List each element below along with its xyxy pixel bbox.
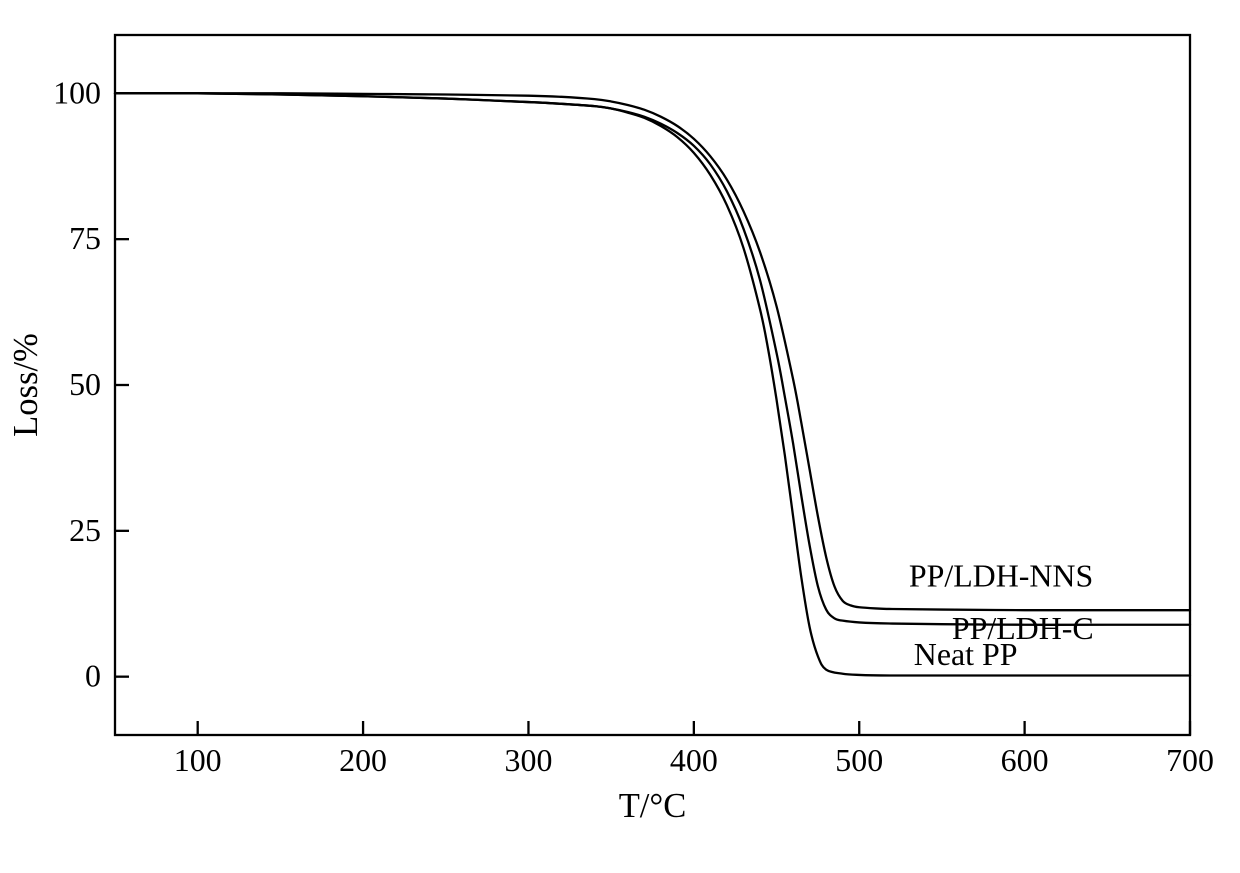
series-pp-ldh-nns [115,93,1190,610]
xtick-label: 300 [505,743,553,778]
ytick-label: 0 [85,659,101,694]
xtick-label: 500 [835,743,883,778]
axes: 100 200 300 400 500 600 700 0 25 50 75 100 [53,35,1214,778]
ytick-label: 75 [69,221,101,256]
xtick-label: 700 [1166,743,1214,778]
series-label-pp-ldh-c: PP/LDH-C [952,611,1094,646]
series-pp-ldh-c [115,93,1190,625]
x-axis-label: T/°C [619,787,687,825]
ytick-label: 50 [69,367,101,402]
ytick-label: 100 [53,75,101,110]
xtick-label: 400 [670,743,718,778]
chart-svg: 100 200 300 400 500 600 700 0 25 50 75 100 T/°C Loss… [0,0,1240,873]
xtick-label: 600 [1001,743,1049,778]
tga-chart: 100 200 300 400 500 600 700 0 25 50 75 100 T/°C Loss… [0,0,1240,873]
series-label-pp-ldh-nns: PP/LDH-NNS [909,558,1093,593]
y-axis-label: Loss/% [7,333,45,437]
xtick-label: 200 [339,743,387,778]
ytick-label: 25 [69,513,101,548]
xtick-label: 100 [174,743,222,778]
